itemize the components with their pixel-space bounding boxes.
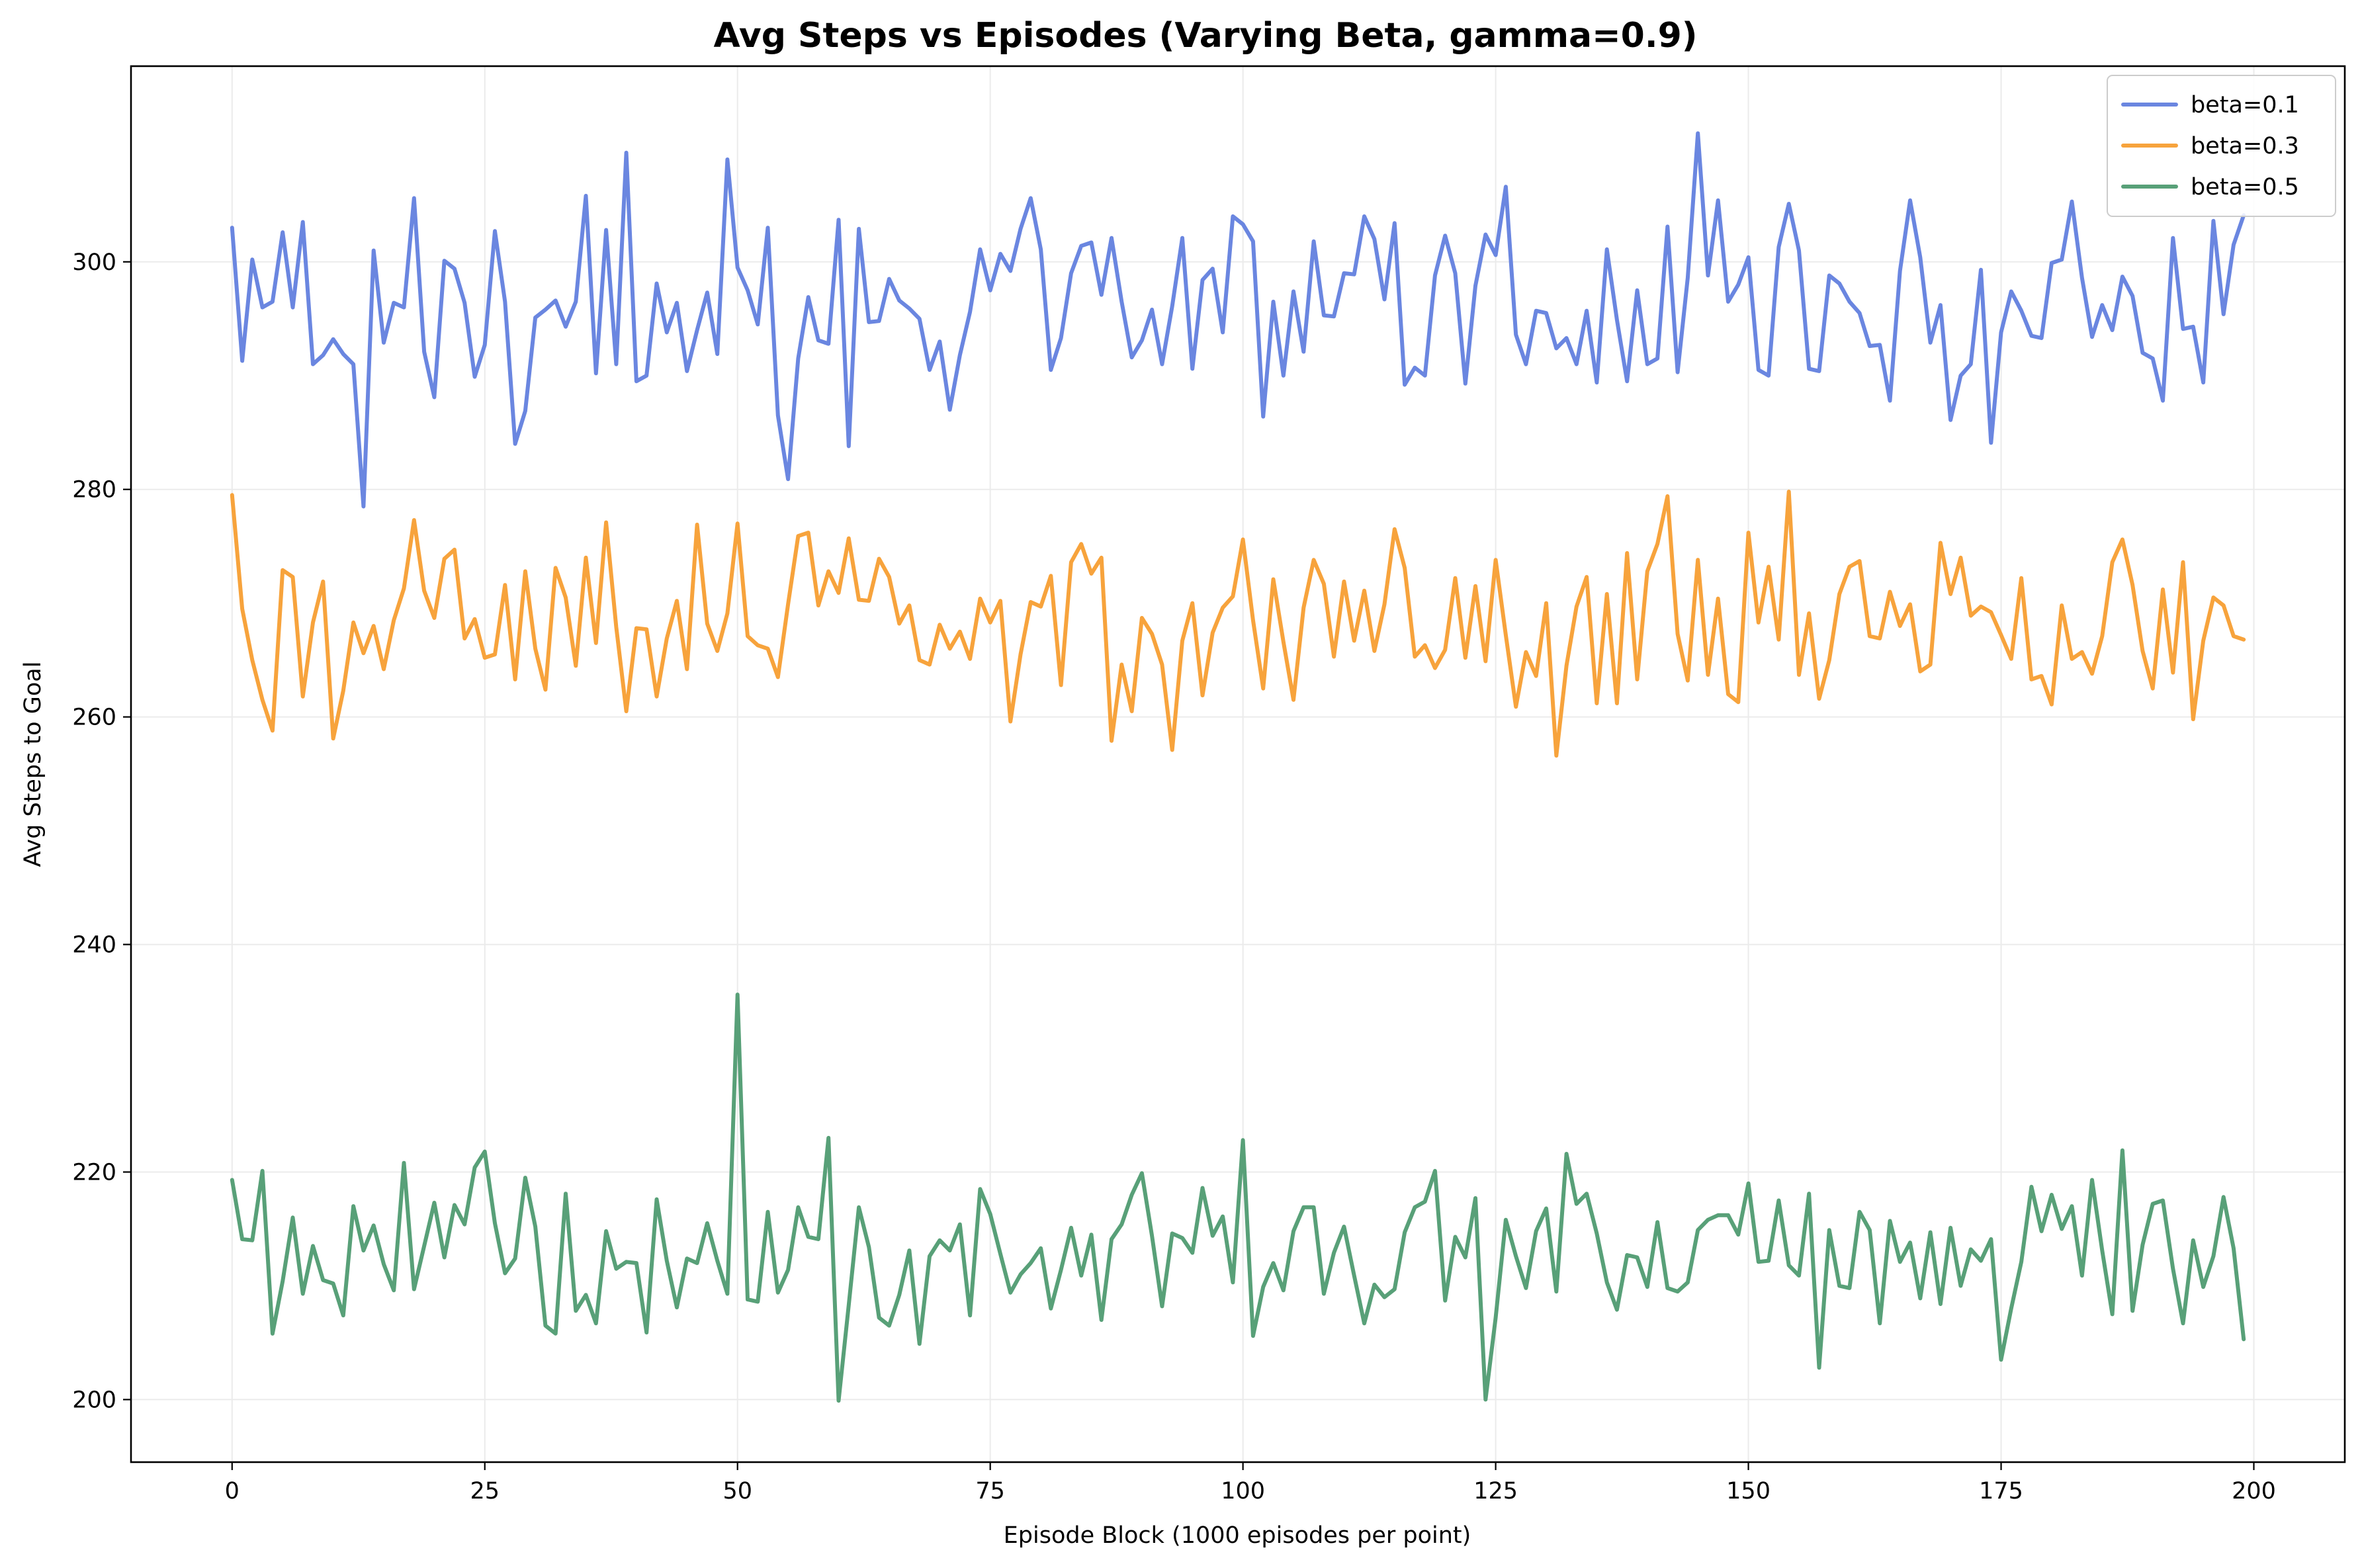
x-tick-label: 175 (1979, 1478, 2023, 1504)
x-tick-label: 200 (2232, 1478, 2276, 1504)
x-axis-label: Episode Block (1000 episodes per point) (1004, 1522, 1471, 1549)
plot-frame (130, 65, 2346, 1463)
plot-area: 0 25 50 75 100 125 150 175 200 200 220 240 260 280 300… (72, 65, 2346, 1504)
x-tick-label: 75 (975, 1478, 1005, 1504)
series-line-beta-0-3 (230, 490, 2246, 758)
x-tick-label: 100 (1221, 1478, 1265, 1504)
x-tick-label: 0 (225, 1478, 240, 1504)
y-tick-label: 220 (72, 1159, 116, 1186)
y-tick-label: 280 (72, 477, 116, 503)
y-axis-label: Avg Steps to Goal (20, 662, 46, 867)
x-tick-label: 150 (1726, 1478, 1771, 1504)
x-tick-label: 25 (470, 1478, 500, 1504)
series-layer (230, 131, 2246, 1403)
series-line-beta-0-1 (230, 131, 2246, 509)
series-line-beta-0-5 (230, 992, 2246, 1403)
legend-label: beta=0.1 (2191, 92, 2299, 118)
x-tick-label: 125 (1473, 1478, 1518, 1504)
legend-label: beta=0.5 (2191, 174, 2299, 200)
legend-label: beta=0.3 (2191, 133, 2299, 159)
x-tick-label: 50 (722, 1478, 752, 1504)
y-tick-label: 240 (72, 932, 116, 959)
y-tick-label: 260 (72, 705, 116, 731)
legend: beta=0.1 beta=0.3 beta=0.5 (2107, 75, 2336, 217)
ticks-layer: 0 25 50 75 100 125 150 175 200 200 220 240 260 280 300 (72, 249, 2276, 1504)
plot-background (131, 66, 2345, 1462)
chart-title: Avg Steps vs Episodes (Varying Beta, gam… (713, 16, 1697, 56)
grid-layer (131, 66, 2345, 1462)
y-tick-label: 200 (72, 1387, 116, 1413)
y-tick-label: 300 (72, 249, 116, 276)
legend-box (2107, 75, 2336, 217)
